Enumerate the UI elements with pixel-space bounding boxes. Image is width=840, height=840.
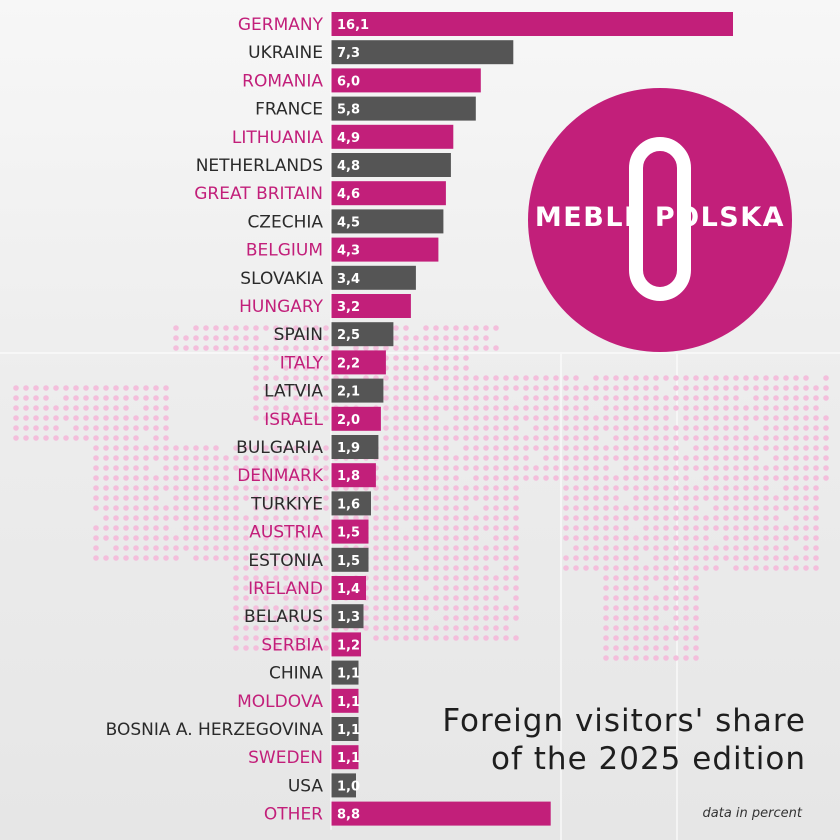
bar [331,181,446,206]
category-label: NETHERLANDS [196,156,323,176]
value-label: 1,1 [337,667,360,682]
category-label: ISRAEL [264,410,323,430]
category-label: MOLDOVA [237,692,323,712]
bar [331,350,386,375]
value-label: 16,1 [337,18,369,33]
value-label: 1,0 [337,779,360,794]
category-label: BELGIUM [246,241,323,261]
category-label: GREAT BRITAIN [194,184,323,204]
logo-mark-icon [629,137,691,301]
value-label: 1,6 [337,497,360,512]
category-label: SPAIN [274,325,323,345]
chart-title-line: of the 2025 edition [491,741,806,777]
bar [331,406,381,431]
category-label: BOSNIA A. HERZEGOVINA [106,720,324,740]
bar [331,745,359,770]
meble-polska-logo: MEBLE POLSKA [528,88,792,352]
bar [331,209,444,234]
category-label: FRANCE [255,100,323,120]
value-label: 4,3 [337,244,360,259]
value-label: 1,9 [337,441,360,456]
value-label: 2,5 [337,328,360,343]
value-label: 6,0 [337,74,360,89]
category-label: SERBIA [261,635,323,655]
background-seam [560,354,562,840]
value-label: 2,0 [337,413,360,428]
category-label: ITALY [280,353,324,373]
value-label: 1,1 [337,751,360,766]
value-label: 3,4 [337,272,360,287]
bar [331,688,359,713]
bar [331,519,369,544]
value-label: 8,8 [337,808,360,823]
category-label: IRELAND [248,579,323,599]
bar [331,773,356,798]
category-label: OTHER [264,805,323,825]
category-label: TURKIYE [250,494,323,514]
bar [331,40,514,65]
category-label: BELARUS [244,607,323,627]
category-label: LITHUANIA [232,128,323,148]
value-label: 2,1 [337,385,360,400]
category-label: BULGARIA [236,438,323,458]
value-label: 1,4 [337,582,360,597]
category-label: GERMANY [238,15,324,35]
value-label: 4,8 [337,159,360,174]
bar [331,604,364,629]
bar [331,435,379,459]
chart-title: Foreign visitors' share of the 2025 edit… [442,702,806,778]
value-label: 1,5 [337,554,360,569]
category-label: DENMARK [237,466,324,486]
bar [331,124,454,149]
category-label: LATVIA [264,382,323,402]
bar [331,294,411,318]
bar [331,632,361,657]
value-label: 1,3 [337,610,360,625]
category-label: ESTONIA [248,551,323,571]
value-label: 4,6 [337,187,360,202]
bar [331,801,551,826]
bar [331,576,366,600]
bar [331,322,394,347]
category-label: UKRAINE [248,43,323,63]
value-label: 2,2 [337,356,360,371]
value-label: 1,1 [337,695,360,710]
value-label: 1,8 [337,469,360,484]
bar [331,378,384,403]
bar [331,12,733,36]
category-label: AUSTRIA [249,523,323,543]
value-label: 5,8 [337,103,360,118]
bar [331,68,481,93]
bar [331,153,451,177]
category-label: SLOVAKIA [240,269,323,289]
value-label: 4,9 [337,131,360,146]
background-seam [0,352,840,354]
bar [331,265,416,290]
bar [331,96,476,121]
chart-title-line: Foreign visitors' share [442,703,806,739]
bar [331,463,376,488]
category-label: SWEDEN [248,748,323,768]
bar [331,660,359,685]
bar [331,547,369,572]
category-label: CZECHIA [247,212,323,232]
category-label: CHINA [269,664,323,684]
category-label: ROMANIA [242,71,323,91]
value-label: 4,5 [337,215,360,230]
category-label: HUNGARY [239,297,323,317]
bar [331,491,371,516]
bar [331,237,439,262]
bar [331,717,359,741]
logo-text: MEBLE POLSKA [534,202,786,233]
unit-note: data in percent [702,806,802,821]
value-label: 1,2 [337,638,360,653]
value-label: 7,3 [337,46,360,61]
value-label: 3,2 [337,300,360,315]
value-label: 1,5 [337,526,360,541]
value-label: 1,1 [337,723,360,738]
category-label: USA [288,776,324,796]
